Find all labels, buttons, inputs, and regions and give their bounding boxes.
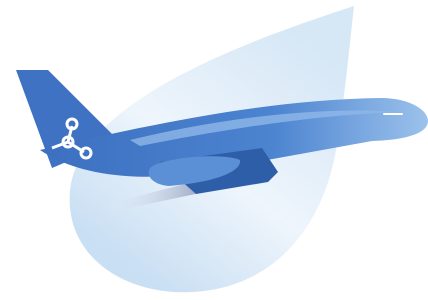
- airplane-illustration: [0, 0, 428, 300]
- page: Illustration {} html, body { margin: 0; …: [0, 0, 428, 300]
- page-body: (() => { const data = JSON.parse(documen…: [0, 0, 428, 300]
